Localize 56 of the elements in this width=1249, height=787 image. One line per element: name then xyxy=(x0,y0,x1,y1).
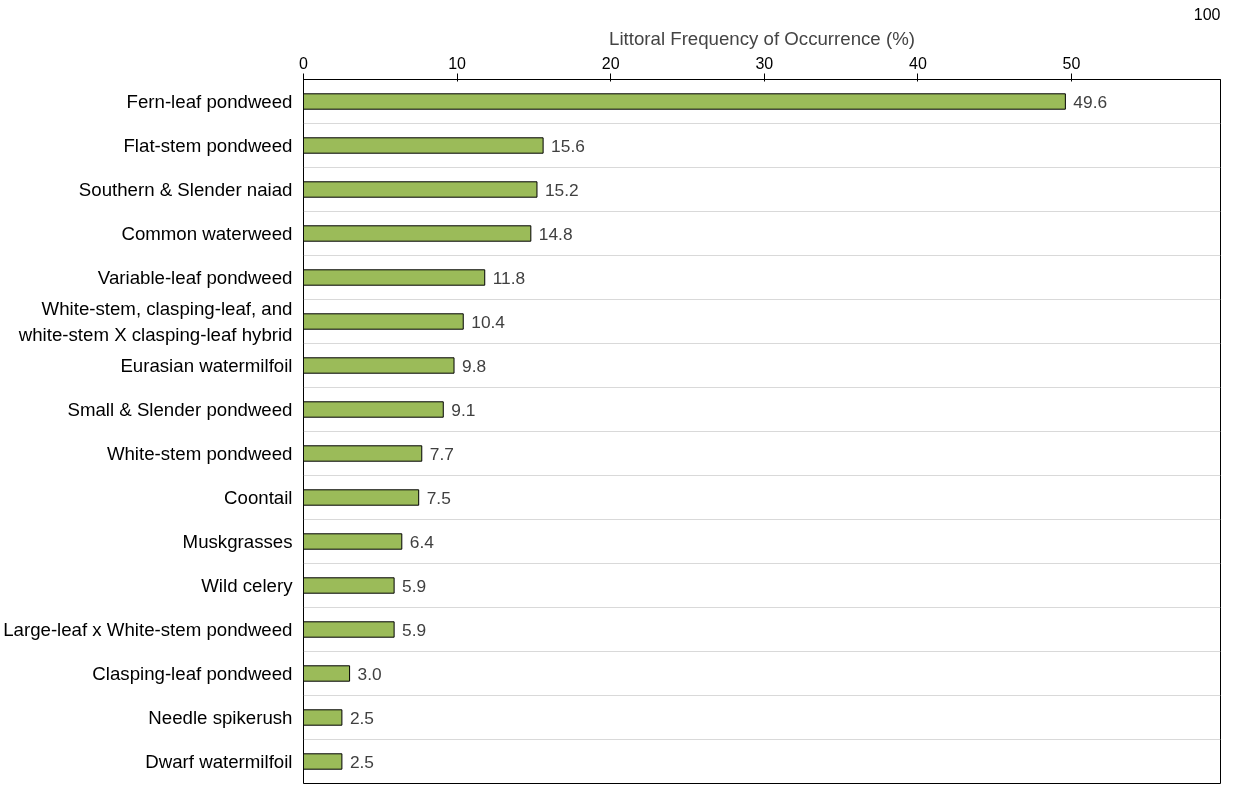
bar xyxy=(303,753,343,770)
data-label: 49.6 xyxy=(1073,91,1108,112)
bar xyxy=(303,93,1066,110)
x-tick-label: 20 xyxy=(601,54,620,72)
data-label: 14.8 xyxy=(538,223,573,244)
y-tick-label: Southern & Slender naiad xyxy=(78,179,293,200)
data-label: 11.8 xyxy=(492,267,526,288)
data-label: 7.5 xyxy=(426,487,451,508)
bar xyxy=(303,181,538,198)
y-tick-label: White-stem, clasping-leaf, and white-stem X clasping-leaf hybrid xyxy=(17,298,293,345)
bar xyxy=(303,225,532,242)
y-tick-label: Common waterweed xyxy=(121,223,293,244)
data-label: 9.1 xyxy=(451,399,476,420)
bar xyxy=(303,709,343,726)
y-tick-label: Small & Slender pondweed xyxy=(67,399,293,420)
y-tick-label: Needle spikerush xyxy=(148,707,293,728)
text: 100 xyxy=(1193,5,1221,23)
y-tick-label: Dwarf watermilfoil xyxy=(145,751,293,772)
bar xyxy=(303,577,395,594)
x-tick-label: 10 xyxy=(448,54,467,72)
bar xyxy=(303,401,444,418)
y-tick-label: Variable-leaf pondweed xyxy=(97,267,293,288)
bar xyxy=(303,489,420,506)
x-tick-label: 50 xyxy=(1062,54,1081,72)
data-label: 9.8 xyxy=(462,355,487,376)
data-label: 3.0 xyxy=(357,663,382,684)
data-label: 2.5 xyxy=(349,751,374,772)
bar xyxy=(303,357,455,374)
data-label: 5.9 xyxy=(402,575,427,596)
data-label: 7.7 xyxy=(429,443,454,464)
y-tick-label: Clasping-leaf pondweed xyxy=(92,663,293,684)
y-tick-label: Wild celery xyxy=(201,575,294,596)
data-label: 5.9 xyxy=(402,619,427,640)
x-tick-label: 30 xyxy=(755,54,774,72)
bar xyxy=(303,621,395,638)
y-tick-label: Flat-stem pondweed xyxy=(123,135,293,156)
y-tick-label: Eurasian watermilfoil xyxy=(120,355,293,376)
y-tick-label: Coontail xyxy=(224,487,293,508)
bar xyxy=(303,269,486,286)
bar xyxy=(303,445,423,462)
y-tick-label: Fern-leaf pondweed xyxy=(126,91,293,112)
x-tick-label: 0 xyxy=(299,54,309,72)
data-label: 15.6 xyxy=(551,135,585,156)
data-label: 2.5 xyxy=(349,707,374,728)
bar xyxy=(303,533,403,550)
x-tick-label: 40 xyxy=(909,54,927,72)
y-tick-label: Large-leaf x White-stem pondweed xyxy=(3,619,293,640)
data-label: 15.2 xyxy=(544,179,579,200)
data-label: 10.4 xyxy=(471,311,506,332)
bar xyxy=(303,665,351,682)
y-tick-label: White-stem pondweed xyxy=(106,443,293,464)
bar xyxy=(303,137,544,154)
data-label: 6.4 xyxy=(409,531,435,552)
bar xyxy=(303,313,464,330)
x-axis-title: Littoral Frequency of Occurrence (%) xyxy=(609,27,915,49)
y-tick-label: Muskgrasses xyxy=(182,531,293,552)
